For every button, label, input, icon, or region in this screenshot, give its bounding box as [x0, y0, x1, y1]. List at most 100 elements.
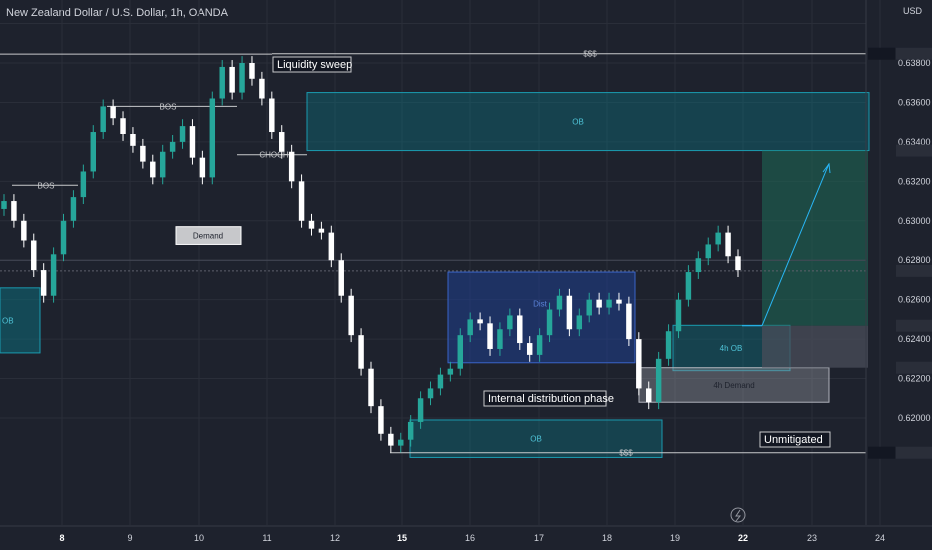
- candle-body: [735, 256, 741, 271]
- demand-4h-label: 4h Demand: [713, 381, 754, 390]
- ob-zone-top: [306, 92, 870, 152]
- ob-4h-label: 4h OB: [720, 344, 743, 353]
- candle-body: [1, 201, 7, 209]
- candle-body: [130, 134, 136, 146]
- currency-label: USD: [902, 6, 922, 16]
- candle-body: [60, 220, 67, 255]
- x-tick-label: 22: [738, 533, 748, 543]
- candle-body: [417, 398, 424, 422]
- x-tick-label: 23: [807, 533, 817, 543]
- candle-body: [100, 106, 106, 133]
- candle-body: [259, 78, 265, 99]
- choch-label: CHOCH: [259, 151, 289, 160]
- liquidity-sweep-label: Liquidity sweep: [277, 59, 352, 71]
- candle-body: [328, 232, 335, 261]
- candle-body: [487, 323, 493, 349]
- target-zone: [762, 150, 868, 326]
- ob-top-label: OB: [572, 118, 584, 127]
- price-label-box: [896, 264, 932, 277]
- candle-body: [407, 421, 414, 440]
- y-tick-label: 0.63000: [898, 216, 931, 226]
- candle-body: [150, 161, 156, 178]
- x-tick-label: 11: [262, 533, 271, 543]
- projection-arrow: [761, 163, 830, 326]
- candle-body: [447, 368, 454, 375]
- candle-body: [636, 339, 642, 389]
- candle-body: [517, 315, 523, 344]
- candle-body: [249, 63, 255, 79]
- candle-body: [398, 439, 404, 446]
- price-label-box: [896, 446, 932, 459]
- unmitigated-label-box: [759, 431, 831, 448]
- ob-left-label: OB: [2, 316, 14, 325]
- candle-body: [318, 228, 325, 233]
- candle-body: [507, 315, 513, 330]
- x-tick-label: 16: [465, 533, 475, 543]
- candle-body: [725, 232, 731, 257]
- candle-body: [169, 141, 176, 152]
- y-tick-label: 0.62000: [898, 413, 931, 423]
- liquidity-top-label: $$$: [583, 50, 597, 59]
- candle-body: [140, 145, 146, 162]
- price-label-box: [896, 319, 932, 332]
- candle-body: [378, 406, 384, 434]
- lightning-glyph: [735, 509, 742, 522]
- candle-body: [298, 181, 305, 221]
- candle-body: [90, 132, 96, 172]
- y-tick-label: 0.62800: [898, 255, 931, 265]
- demand-left-label: Demand: [193, 232, 223, 241]
- candle-body: [675, 299, 682, 332]
- candle-body: [288, 151, 295, 182]
- candle-body: [566, 295, 573, 330]
- candle-body: [616, 299, 622, 304]
- candle-body: [526, 343, 533, 355]
- price-tag-box: [868, 47, 895, 60]
- candle-body: [626, 303, 632, 340]
- unmitigated-label: Unmitigated: [764, 434, 823, 446]
- candle-body: [358, 335, 364, 369]
- chart-title: New Zealand Dollar / U.S. Dollar, 1h, OA…: [6, 7, 228, 19]
- candle-body: [477, 319, 483, 324]
- candle-body: [209, 98, 216, 178]
- liquidity-sweep-label-box: [272, 56, 352, 73]
- x-tick-label: 17: [534, 533, 544, 543]
- demand-4h-zone: [638, 367, 830, 403]
- x-tick-label: 24: [875, 533, 885, 543]
- candle-body: [110, 106, 116, 119]
- x-tick-label: 18: [602, 533, 612, 543]
- candle-body: [31, 240, 37, 271]
- y-tick-label: 0.62200: [898, 374, 931, 384]
- x-tick-label: 15: [397, 533, 407, 543]
- dist-label: Dist: [533, 300, 548, 309]
- liquidity-bottom-label: $$$: [619, 449, 633, 458]
- x-tick-label: 12: [330, 533, 340, 543]
- candle-body: [586, 299, 592, 316]
- y-tick-label: 0.63800: [898, 58, 931, 68]
- candle-body: [338, 260, 344, 296]
- x-tick-label: 8: [59, 533, 64, 543]
- candle-body: [437, 374, 444, 389]
- candle-body: [50, 254, 57, 296]
- candle-body: [388, 433, 394, 446]
- candle-body: [40, 270, 47, 296]
- candle-body: [348, 295, 354, 336]
- price-label-box: [896, 47, 932, 60]
- candle-body: [576, 315, 583, 330]
- candle-body: [497, 329, 503, 349]
- ob-bottom-label: OB: [530, 435, 542, 444]
- price-label-box: [896, 361, 932, 374]
- y-tick-label: 0.63600: [898, 97, 931, 107]
- internal-distribution-label: Internal distribution phase: [488, 393, 614, 405]
- candle-body: [80, 171, 87, 198]
- lightning-icon: [730, 507, 746, 523]
- candle-body: [179, 126, 186, 142]
- candle-body: [159, 151, 166, 178]
- candle-body: [269, 98, 275, 133]
- candle-body: [219, 66, 225, 99]
- candle-body: [457, 335, 463, 369]
- candle-body: [229, 66, 235, 93]
- y-tick-label: 0.62400: [898, 334, 931, 344]
- candle-body: [21, 220, 27, 241]
- candle-body: [199, 157, 206, 178]
